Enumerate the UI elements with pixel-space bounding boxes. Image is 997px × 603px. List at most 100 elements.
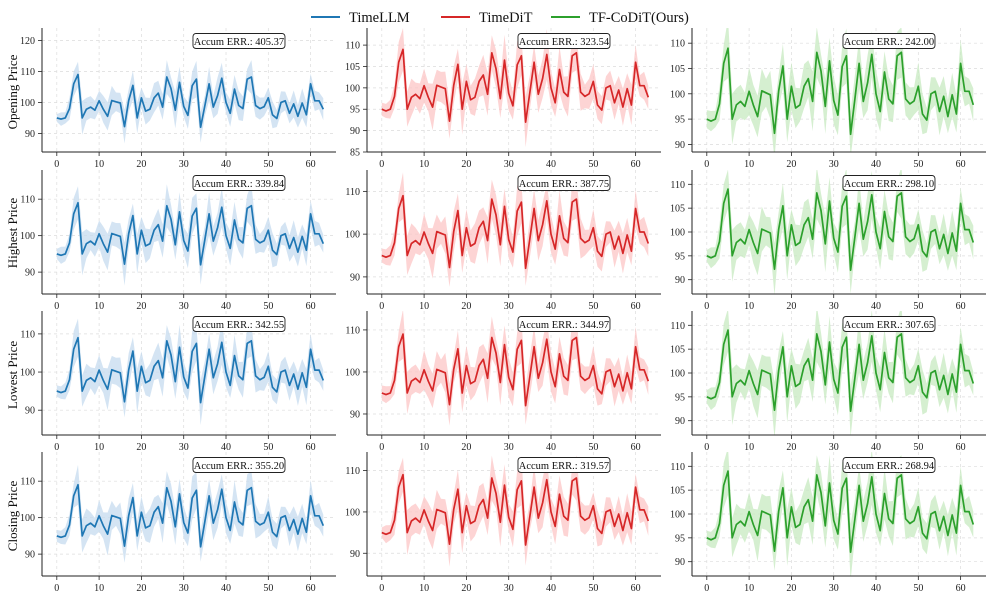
y-tick-label: 85: [350, 148, 360, 159]
y-tick-label: 95: [350, 105, 360, 116]
y-tick-label: 100: [670, 228, 685, 239]
y-tick-label: 90: [350, 126, 360, 137]
legend-entry-timellm: TimeLLM: [311, 10, 410, 26]
forecast-line: [56, 201, 325, 266]
y-tick-label: 100: [20, 98, 35, 109]
accum-err-box: [517, 316, 611, 332]
accum-err-label: Accum ERR.: 339.84: [194, 179, 285, 190]
x-tick-label: 40: [546, 159, 556, 170]
y-tick-label: 90: [350, 409, 360, 420]
x-tick-label: 0: [704, 583, 709, 594]
x-tick-label: 20: [461, 159, 471, 170]
x-tick-label: 60: [306, 159, 316, 170]
x-tick-label: 30: [504, 442, 514, 453]
y-tick-label: 100: [670, 369, 685, 380]
panel-highest-price-timellm: 0 10 20 30 40 50 60 90 100 110 Accum ERR.: 339.84: [20, 170, 336, 312]
x-tick-label: 50: [588, 442, 598, 453]
x-tick-label: 60: [306, 442, 316, 453]
x-tick-label: 0: [704, 301, 709, 312]
y-tick-label: 95: [675, 392, 685, 403]
x-tick-label: 10: [419, 442, 429, 453]
x-tick-label: 10: [744, 159, 754, 170]
y-tick-label: 90: [675, 416, 685, 427]
forecast-line: [56, 483, 325, 548]
accum-err-label: Accum ERR.: 405.37: [194, 37, 284, 48]
x-tick-label: 60: [306, 583, 316, 594]
x-tick-label: 40: [871, 442, 881, 453]
x-tick-label: 10: [744, 442, 754, 453]
x-tick-label: 50: [263, 583, 273, 594]
x-tick-label: 10: [744, 301, 754, 312]
x-tick-label: 30: [179, 583, 189, 594]
x-tick-label: 50: [588, 583, 598, 594]
row-label-highest: Highest Price: [5, 198, 20, 269]
y-tick-label: 90: [25, 406, 35, 417]
panel-closing-price-tf-codit-ours: 0 10 20 30 40 50 60 90 95 100 105 110 Accum ERR.: 26…: [670, 452, 986, 594]
x-tick-label: 40: [221, 159, 231, 170]
y-tick-label: 90: [350, 272, 360, 283]
legend-entry-tf-codit: TF-CoDiT(Ours): [551, 10, 689, 26]
x-tick-label: 20: [786, 159, 796, 170]
x-tick-label: 30: [504, 301, 514, 312]
x-tick-label: 50: [913, 301, 923, 312]
panel-lowest-price-timedit: 0 10 20 30 40 50 60 90 100 110 Accum ERR.: 344.97: [345, 311, 661, 453]
row-labels: Opening Price Highest Price Lowest Price…: [5, 54, 20, 551]
x-tick-label: 60: [631, 442, 641, 453]
x-tick-label: 30: [829, 583, 839, 594]
y-tick-label: 105: [670, 64, 685, 75]
x-tick-label: 60: [956, 159, 966, 170]
panel-opening-price-tf-codit-ours: 0 10 20 30 40 50 60 90 95 100 105 110 Accum ERR.: 24…: [670, 28, 986, 170]
y-tick-label: 110: [20, 477, 35, 488]
accum-err-label: Accum ERR.: 342.55: [194, 320, 284, 331]
panel-opening-price-timedit: 0 10 20 30 40 50 60 85 90 95 100 105 110 Accum ERR.: …: [345, 28, 661, 170]
y-tick-label: 110: [345, 325, 360, 336]
x-tick-label: 0: [704, 159, 709, 170]
x-tick-label: 0: [379, 583, 384, 594]
accum-err-box: [192, 457, 286, 473]
x-tick-label: 20: [136, 159, 146, 170]
accum-err-box: [517, 33, 611, 49]
x-tick-label: 50: [588, 159, 598, 170]
accum-err-label: Accum ERR.: 319.57: [519, 461, 609, 472]
row-label-lowest: Lowest Price: [5, 341, 20, 409]
grid-lines: [42, 28, 336, 152]
x-tick-label: 20: [136, 301, 146, 312]
accum-err-box: [192, 175, 286, 191]
x-tick-label: 10: [94, 301, 104, 312]
y-tick-label: 105: [670, 204, 685, 215]
x-tick-label: 30: [504, 159, 514, 170]
legend-entry-timedit: TimeDiT: [441, 10, 533, 26]
x-tick-label: 10: [94, 583, 104, 594]
x-tick-label: 20: [786, 301, 796, 312]
y-tick-label: 100: [20, 368, 35, 379]
legend: TimeLLM TimeDiT TF-CoDiT(Ours): [311, 10, 689, 26]
x-tick-label: 50: [588, 301, 598, 312]
x-tick-label: 0: [704, 442, 709, 453]
accum-err-box: [842, 33, 936, 49]
y-tick-label: 90: [675, 140, 685, 151]
x-tick-label: 10: [419, 583, 429, 594]
x-tick-label: 20: [786, 442, 796, 453]
accum-err-box: [192, 33, 286, 49]
y-tick-label: 110: [345, 41, 360, 52]
x-tick-label: 50: [263, 159, 273, 170]
forecast-line: [381, 333, 650, 407]
y-tick-label: 120: [20, 36, 35, 47]
accum-err-label: Accum ERR.: 268.94: [844, 461, 935, 472]
y-tick-label: 95: [675, 115, 685, 126]
x-tick-label: 10: [744, 583, 754, 594]
x-tick-label: 60: [956, 583, 966, 594]
accum-err-box: [842, 175, 936, 191]
accum-err-label: Accum ERR.: 355.20: [194, 461, 284, 472]
forecast-line: [706, 188, 975, 272]
x-tick-label: 10: [94, 159, 104, 170]
x-tick-label: 10: [94, 442, 104, 453]
x-tick-label: 20: [786, 583, 796, 594]
y-tick-label: 110: [670, 180, 685, 191]
x-tick-label: 30: [179, 159, 189, 170]
accum-err-label: Accum ERR.: 323.54: [519, 37, 610, 48]
x-tick-label: 30: [179, 442, 189, 453]
y-tick-label: 100: [345, 230, 360, 241]
